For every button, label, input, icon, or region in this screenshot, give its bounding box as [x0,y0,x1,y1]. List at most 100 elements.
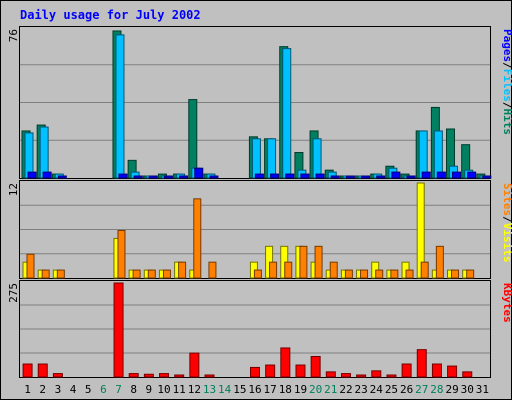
bar-kbytes-day-1 [22,363,33,378]
bar-files-day-17 [267,138,277,179]
x-tick-label: 29 [445,383,458,396]
bar-sites-day-3 [56,269,65,279]
bar-sites-day-24 [375,269,384,279]
bar-pages-day-23 [361,175,371,179]
bar-pages-day-29 [452,171,462,179]
x-tick-label: 6 [100,383,107,396]
panel-legend: Pages/Files/Hits [501,29,512,135]
bar-files-day-27 [418,130,428,179]
x-tick-label: 25 [385,383,398,396]
bar-pages-day-7 [118,173,128,179]
x-tick-label: 31 [476,383,489,396]
bar-hits-day-12 [188,99,198,179]
bar-pages-day-31 [482,175,492,179]
bar-kbytes-day-10 [159,373,170,378]
bar-pages-day-25 [391,171,401,179]
x-tick-label: 23 [355,383,368,396]
x-tick-label: 10 [157,383,170,396]
x-tick-label: 11 [173,383,186,396]
x-tick-label: 3 [55,383,62,396]
x-tick-label: 2 [39,383,46,396]
bar-sites-day-28 [435,245,444,279]
x-tick-label: 20 [309,383,322,396]
x-tick-label: 8 [130,383,137,396]
x-tick-label: 18 [279,383,292,396]
panel-legend: KBytes [501,283,512,323]
bar-sites-day-13 [208,261,217,279]
bar-pages-day-3 [57,175,67,179]
legend-entry: Files [501,69,512,102]
bar-pages-day-8 [133,175,143,179]
legend-entry: KBytes [501,283,512,323]
x-tick-label: 22 [339,383,352,396]
bar-pages-day-24 [376,175,386,179]
bar-sites-day-8 [132,269,141,279]
x-tick-label: 5 [85,383,92,396]
x-tick-label: 12 [188,383,201,396]
bar-kbytes-day-18 [280,347,291,378]
x-tick-label: 9 [146,383,153,396]
bar-sites-day-25 [390,269,399,279]
bar-kbytes-day-28 [431,363,442,378]
bar-pages-day-11 [179,175,189,179]
bar-sites-day-10 [162,269,171,279]
x-tick-label: 24 [370,383,384,396]
bar-pages-day-28 [436,171,446,179]
bar-kbytes-day-17 [265,364,276,378]
bar-kbytes-day-21 [325,371,336,378]
bar-kbytes-day-19 [295,364,306,378]
legend-entry: Visits [501,223,512,263]
bar-pages-day-1 [27,171,37,179]
bar-kbytes-day-27 [416,349,427,378]
legend-separator: / [501,216,512,223]
bar-kbytes-day-24 [371,370,382,378]
bar-kbytes-day-12 [189,352,200,378]
legend-separator: / [501,102,512,109]
bar-kbytes-day-2 [37,363,48,378]
x-tick-label: 19 [294,383,307,396]
bar-pages-day-12 [194,167,204,179]
x-tick-label: 21 [324,383,337,396]
x-tick-label: 26 [400,383,413,396]
bar-kbytes-day-30 [462,371,473,378]
bar-kbytes-day-13 [204,374,215,378]
bar-pages-day-16 [254,173,264,179]
bar-pages-day-27 [421,171,431,179]
bar-kbytes-day-29 [447,365,458,378]
bar-kbytes-day-11 [174,374,185,378]
bar-sites-day-17 [269,261,278,279]
bar-sites-day-23 [360,269,369,279]
x-tick-label: 28 [430,383,443,396]
bar-files-day-16 [251,138,261,179]
x-tick-label: 16 [248,383,261,396]
bar-kbytes-day-25 [386,374,397,378]
y-max-label: 275 [7,283,20,303]
bar-kbytes-day-3 [52,373,63,378]
bar-files-day-18 [282,48,292,179]
bar-pages-day-21 [330,175,340,179]
legend-entry: Hits [501,109,512,136]
bar-pages-day-9 [148,175,158,179]
bar-sites-day-30 [466,269,475,279]
bar-sites-day-21 [329,261,338,279]
bar-files-day-7 [115,34,125,179]
y-max-label: 76 [7,29,20,42]
bar-pages-day-10 [163,175,173,179]
bar-sites-day-9 [147,269,156,279]
x-tick-label: 4 [70,383,77,396]
bar-sites-day-18 [284,261,293,279]
bar-kbytes-day-26 [401,363,412,378]
bar-kbytes-day-7 [113,282,124,378]
x-tick-label: 13 [203,383,216,396]
bar-files-day-20 [312,138,322,179]
bar-files-day-2 [39,126,49,179]
bar-sites-day-12 [193,198,202,279]
bar-kbytes-day-22 [340,373,351,378]
bar-pages-day-18 [285,173,295,179]
legend-entry: Pages [501,29,512,62]
chart-title: Daily usage for July 2002 [20,8,201,22]
bar-sites-day-19 [299,245,308,279]
bar-kbytes-day-16 [250,366,260,378]
